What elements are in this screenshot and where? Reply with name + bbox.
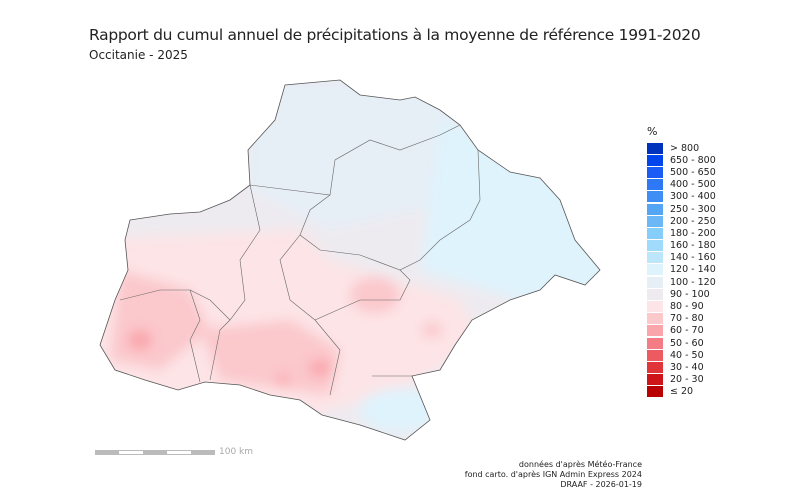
- legend-item: 180 - 200: [647, 227, 716, 239]
- legend-swatch: [647, 179, 663, 191]
- legend-item: 80 - 90: [647, 300, 716, 313]
- legend-item: 40 - 50: [647, 349, 716, 361]
- legend-label: 80 - 90: [670, 301, 704, 313]
- legend-label: 20 - 30: [670, 374, 704, 386]
- legend-swatch: [647, 313, 663, 325]
- legend-label: 180 - 200: [670, 227, 716, 239]
- legend-label: 300 - 400: [670, 191, 716, 203]
- legend-item: 90 - 100: [647, 288, 716, 300]
- legend-item: > 800: [647, 142, 716, 154]
- legend-item: 60 - 70: [647, 325, 716, 337]
- legend-item: 500 - 650: [647, 166, 716, 178]
- legend-label: 400 - 500: [670, 179, 716, 191]
- legend-item: 140 - 160: [647, 252, 716, 264]
- legend-label: 250 - 300: [670, 203, 716, 215]
- legend-label: > 800: [670, 142, 700, 154]
- legend-label: 50 - 60: [670, 337, 704, 349]
- precipitation-ratio-field: [100, 80, 600, 440]
- legend-label: 100 - 120: [670, 276, 716, 288]
- legend-swatch: [647, 191, 663, 203]
- credit-basemap: fond carto. d'après IGN Admin Express 20…: [464, 470, 642, 479]
- legend-item: ≤ 20: [647, 386, 716, 398]
- legend-label: 60 - 70: [670, 325, 704, 337]
- legend-swatch: [647, 240, 663, 252]
- legend-label: 90 - 100: [670, 288, 710, 300]
- legend-label: 500 - 650: [670, 166, 716, 178]
- scale-label: 100 km: [219, 447, 254, 457]
- legend-item: 650 - 800: [647, 154, 716, 166]
- legend-swatch: [647, 301, 663, 313]
- legend-label: 120 - 140: [670, 264, 716, 276]
- occitanie-map: [99, 79, 601, 441]
- legend-label: 160 - 180: [670, 240, 716, 252]
- legend-swatch: [647, 203, 663, 215]
- credit-author-date: DRAAF - 2026-01-19: [560, 480, 642, 489]
- legend: % > 800 650 - 800 500 - 650 400 - 500 300 - …: [647, 125, 716, 398]
- scale-bar: 100 km: [95, 447, 253, 457]
- legend-swatch: [647, 154, 663, 166]
- legend-label: 30 - 40: [670, 361, 704, 373]
- legend-label: 40 - 50: [670, 349, 704, 361]
- legend-swatch: [647, 264, 663, 276]
- legend-swatch: [647, 252, 663, 264]
- legend-item: 120 - 140: [647, 264, 716, 276]
- legend-item: 50 - 60: [647, 337, 716, 349]
- legend-item: 200 - 250: [647, 215, 716, 227]
- map-title: Rapport du cumul annuel de précipitation…: [89, 26, 701, 44]
- legend-swatch: [647, 288, 663, 300]
- legend-item: 20 - 30: [647, 374, 716, 386]
- legend-swatch: [647, 276, 663, 288]
- legend-label: 200 - 250: [670, 215, 716, 227]
- legend-item: 250 - 300: [647, 203, 716, 215]
- legend-swatch: [647, 166, 663, 178]
- legend-swatch: [647, 386, 663, 398]
- legend-swatch: [647, 361, 663, 373]
- legend-swatch: [647, 325, 663, 337]
- legend-label: ≤ 20: [670, 386, 694, 398]
- legend-item: 160 - 180: [647, 240, 716, 252]
- department-boundaries: [119, 124, 481, 396]
- legend-label: 140 - 160: [670, 252, 716, 264]
- credits: données d'après Météo-France fond carto.…: [465, 460, 642, 490]
- legend-swatch: [647, 227, 663, 239]
- map-subtitle: Occitanie - 2025: [89, 48, 188, 62]
- legend-label: 650 - 800: [670, 154, 716, 166]
- legend-item: 300 - 400: [647, 191, 716, 203]
- legend-item: 70 - 80: [647, 313, 716, 325]
- legend-item: 400 - 500: [647, 179, 716, 191]
- legend-swatch: [647, 349, 663, 361]
- legend-swatch: [647, 142, 663, 154]
- legend-swatch: [647, 374, 663, 386]
- credit-data-source: données d'après Météo-France: [518, 460, 642, 469]
- legend-swatch: [647, 215, 663, 227]
- legend-label: 70 - 80: [670, 313, 704, 325]
- legend-item: 100 - 120: [647, 276, 716, 288]
- legend-item: 30 - 40: [647, 361, 716, 373]
- legend-swatch: [647, 337, 663, 349]
- legend-unit: %: [647, 125, 658, 138]
